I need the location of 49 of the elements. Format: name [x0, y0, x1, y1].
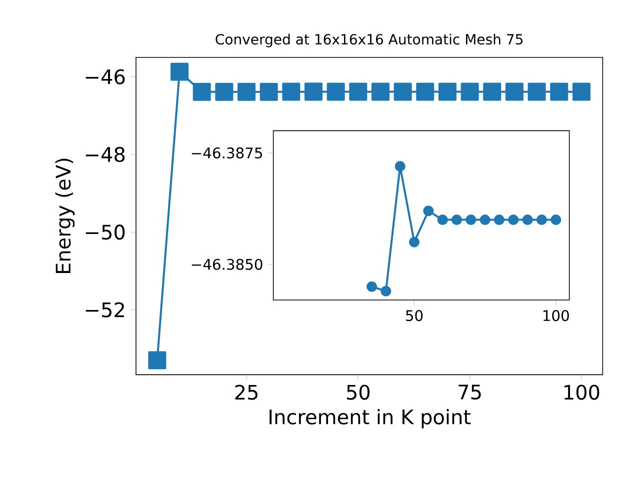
point [483, 82, 502, 101]
y-tick-label: −46 [86, 69, 125, 84]
y-tick-label: −52 [86, 302, 124, 318]
x-tick-label: 75 [458, 384, 481, 400]
x-tick-label: 25 [235, 384, 258, 400]
point [451, 214, 462, 226]
point [505, 82, 524, 101]
point [536, 214, 547, 226]
point [372, 82, 390, 101]
point [380, 286, 392, 296]
point [394, 161, 406, 172]
point [282, 82, 300, 101]
point [522, 214, 533, 226]
point [423, 206, 434, 216]
point [460, 82, 479, 101]
x-tick-label: 50 [346, 384, 370, 400]
point [326, 82, 345, 101]
point [480, 214, 490, 226]
point [550, 214, 562, 226]
point [349, 82, 368, 101]
point [416, 82, 434, 101]
y-tick-label: −50 [86, 224, 125, 240]
point [494, 214, 504, 226]
point [192, 82, 211, 101]
x-tick-label: 100 [564, 384, 600, 400]
point [366, 281, 378, 292]
point [260, 82, 278, 101]
y-tick-label: −48 [86, 146, 125, 162]
x-tick-label: 100 [543, 310, 569, 322]
point [148, 351, 166, 370]
point [550, 82, 568, 101]
y-tick-label: −46.3850 [192, 258, 262, 270]
chart-title: Converged at 16x16x16 Automatic Mesh 75 [216, 34, 522, 48]
x-axis-title: Increment in K point [270, 409, 471, 428]
point [238, 82, 256, 101]
point [508, 214, 519, 226]
point [304, 82, 323, 101]
point [528, 82, 546, 101]
point [466, 214, 476, 226]
y-axis-title: Energy (eV) [55, 158, 75, 274]
point [437, 214, 448, 226]
point [408, 236, 420, 248]
point [572, 82, 590, 101]
point [394, 82, 412, 101]
x-tick-label: 50 [406, 310, 423, 322]
point [438, 82, 456, 101]
point [215, 82, 234, 101]
point [170, 62, 189, 81]
y-tick-label: −46.3875 [192, 147, 262, 158]
